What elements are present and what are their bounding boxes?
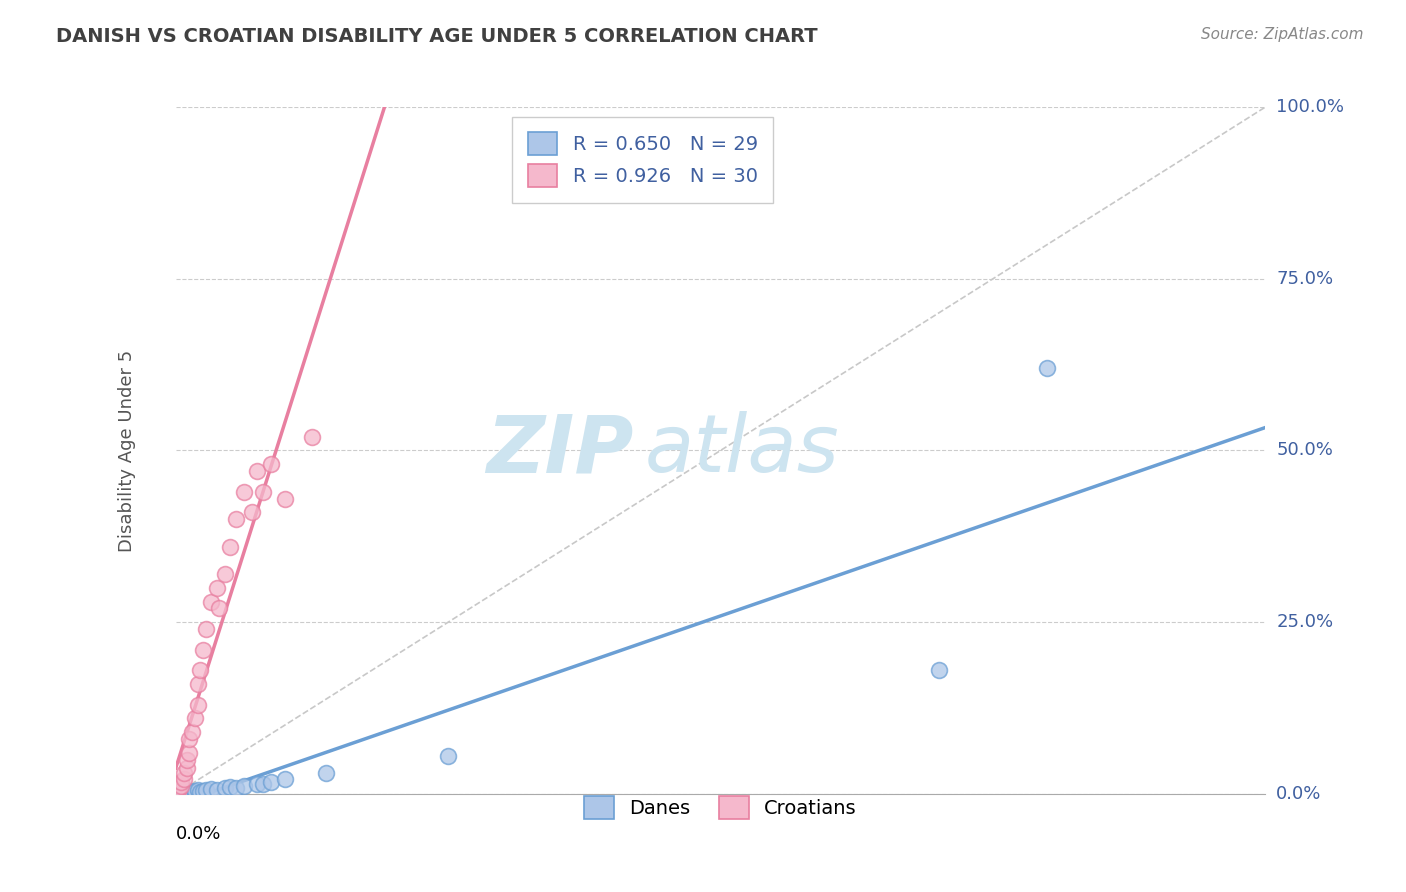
Point: [437, 749, 460, 764]
Text: 0.0%: 0.0%: [1277, 785, 1322, 803]
Point: [1036, 361, 1059, 376]
Point: [181, 785, 204, 799]
Text: DANISH VS CROATIAN DISABILITY AGE UNDER 5 CORRELATION CHART: DANISH VS CROATIAN DISABILITY AGE UNDER …: [56, 27, 818, 45]
Point: [214, 567, 236, 582]
Point: [176, 753, 198, 767]
Point: [179, 784, 201, 798]
Point: [186, 677, 209, 691]
Point: [301, 430, 323, 444]
Point: [246, 776, 269, 790]
Point: [170, 779, 193, 793]
Point: [191, 642, 214, 657]
Point: [274, 772, 297, 786]
Point: [274, 491, 297, 506]
Point: [173, 785, 195, 799]
Point: [928, 663, 950, 677]
Point: [208, 601, 231, 615]
Point: [176, 761, 198, 775]
Point: [186, 783, 209, 797]
Point: [173, 785, 195, 799]
Legend: Danes, Croatians: Danes, Croatians: [571, 782, 870, 832]
Text: Source: ZipAtlas.com: Source: ZipAtlas.com: [1201, 27, 1364, 42]
Point: [173, 766, 195, 780]
Point: [260, 457, 283, 471]
Text: 25.0%: 25.0%: [1277, 613, 1333, 632]
Text: ZIP: ZIP: [486, 411, 633, 490]
Point: [200, 594, 222, 608]
Point: [252, 777, 274, 791]
Point: [170, 785, 193, 799]
Point: [246, 464, 269, 478]
Point: [179, 746, 201, 760]
Text: 100.0%: 100.0%: [1277, 98, 1344, 116]
Point: [214, 781, 236, 796]
Point: [225, 512, 247, 526]
Point: [167, 781, 190, 796]
Point: [232, 484, 254, 499]
Point: [260, 774, 283, 789]
Text: 50.0%: 50.0%: [1277, 442, 1333, 459]
Point: [188, 785, 211, 799]
Point: [179, 785, 201, 799]
Point: [181, 725, 204, 739]
Point: [184, 711, 207, 725]
Point: [173, 772, 195, 786]
Point: [167, 786, 190, 800]
Text: 0.0%: 0.0%: [176, 825, 221, 843]
Point: [205, 581, 228, 595]
Point: [170, 786, 193, 800]
Point: [186, 698, 209, 712]
Point: [184, 785, 207, 799]
Point: [315, 766, 337, 780]
Point: [170, 774, 193, 789]
Point: [188, 663, 211, 677]
Point: [240, 505, 263, 519]
Point: [200, 782, 222, 797]
Point: [167, 784, 190, 798]
Point: [219, 780, 242, 794]
Point: [194, 622, 217, 636]
Point: [176, 785, 198, 799]
Text: atlas: atlas: [644, 411, 839, 490]
Point: [191, 784, 214, 798]
Point: [179, 731, 201, 746]
Point: [205, 782, 228, 797]
Text: 75.0%: 75.0%: [1277, 269, 1333, 288]
Point: [194, 783, 217, 797]
Point: [252, 484, 274, 499]
Point: [219, 540, 242, 554]
Point: [184, 784, 207, 798]
Point: [232, 779, 254, 793]
Point: [225, 780, 247, 795]
Text: Disability Age Under 5: Disability Age Under 5: [118, 350, 136, 551]
